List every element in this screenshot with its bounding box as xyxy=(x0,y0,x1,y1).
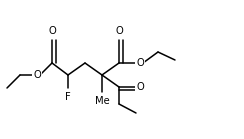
Text: F: F xyxy=(65,92,71,102)
Text: Me: Me xyxy=(95,96,109,106)
Text: O: O xyxy=(136,58,144,68)
Text: O: O xyxy=(115,26,123,36)
Text: O: O xyxy=(48,26,56,36)
Text: O: O xyxy=(33,70,41,80)
Text: O: O xyxy=(136,82,144,92)
